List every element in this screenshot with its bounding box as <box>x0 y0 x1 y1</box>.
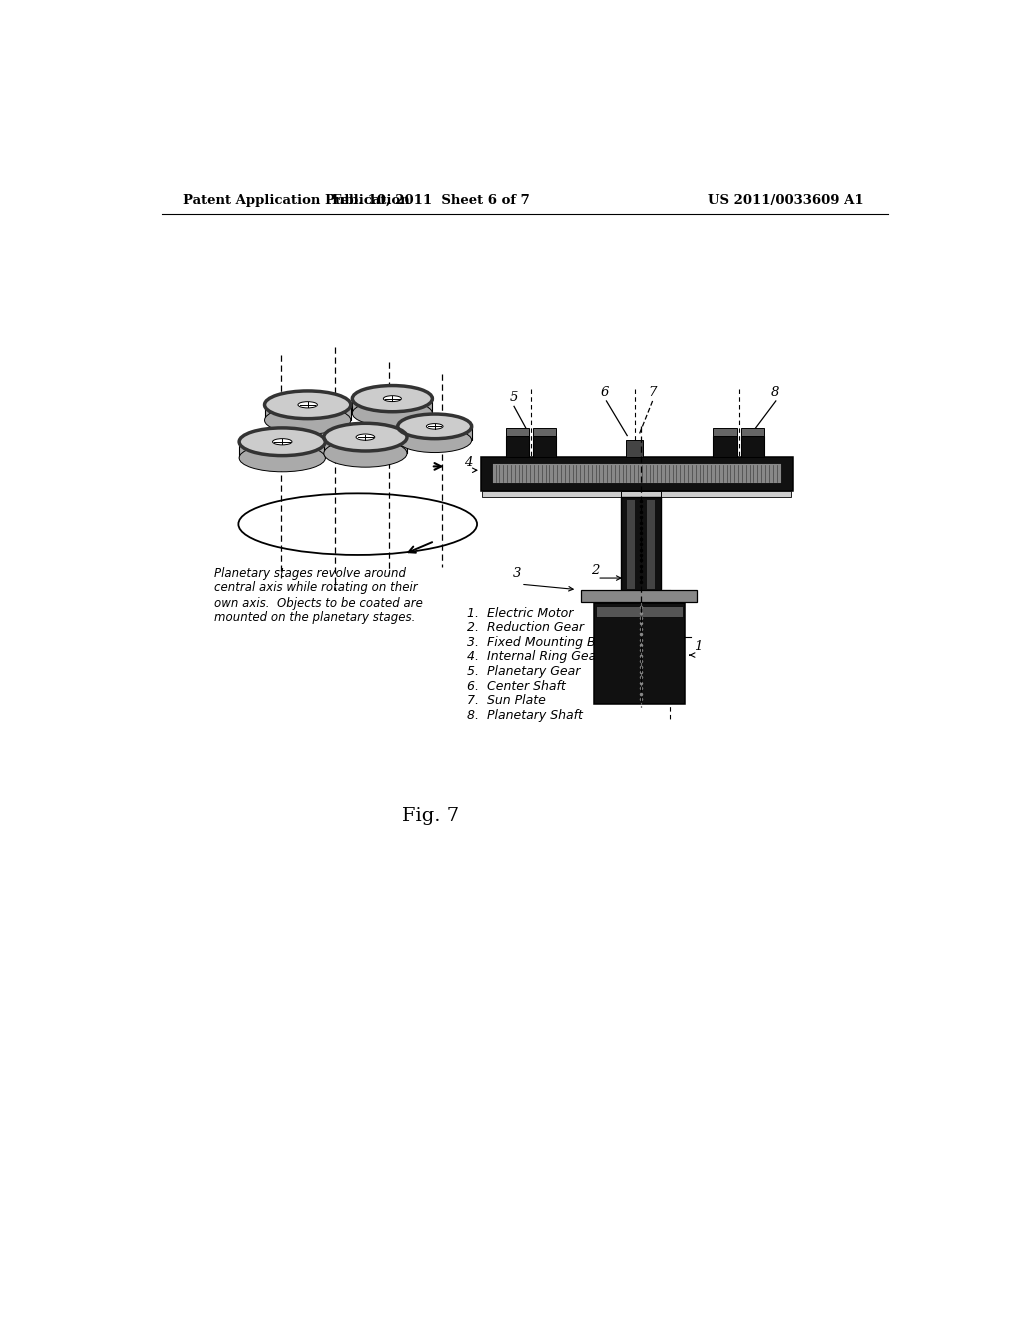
Text: 2: 2 <box>591 564 599 577</box>
Bar <box>506 428 528 436</box>
Bar <box>493 463 781 483</box>
Ellipse shape <box>383 396 401 401</box>
Text: 1: 1 <box>694 640 702 652</box>
Text: 4.  Internal Ring Gear: 4. Internal Ring Gear <box>467 651 601 664</box>
Ellipse shape <box>356 434 375 441</box>
Bar <box>621 498 662 591</box>
Polygon shape <box>324 437 407 453</box>
Text: 8.  Planetary Shaft: 8. Planetary Shaft <box>467 709 583 722</box>
Text: 7.  Sun Plate: 7. Sun Plate <box>467 694 546 708</box>
Polygon shape <box>397 426 472 441</box>
Polygon shape <box>264 405 351 420</box>
Bar <box>627 441 643 457</box>
Bar <box>534 428 556 436</box>
Text: 5.  Planetary Gear: 5. Planetary Gear <box>467 665 581 678</box>
Text: Fig. 7: Fig. 7 <box>402 807 460 825</box>
Text: 1.  Electric Motor: 1. Electric Motor <box>467 607 573 619</box>
Bar <box>506 436 528 457</box>
Ellipse shape <box>298 401 317 408</box>
Text: 2.  Reduction Gear: 2. Reduction Gear <box>467 622 584 634</box>
Text: 7: 7 <box>648 385 656 399</box>
Text: 5: 5 <box>509 391 518 404</box>
Ellipse shape <box>324 440 407 467</box>
Bar <box>741 428 764 436</box>
Text: 4: 4 <box>464 457 472 470</box>
Ellipse shape <box>352 385 432 412</box>
Bar <box>647 499 655 589</box>
Ellipse shape <box>352 400 432 426</box>
Text: Patent Application Publication: Patent Application Publication <box>183 194 410 207</box>
Ellipse shape <box>240 428 326 455</box>
Polygon shape <box>240 442 326 458</box>
Bar <box>482 491 792 498</box>
Bar <box>481 457 793 491</box>
Ellipse shape <box>397 428 472 453</box>
Text: Feb. 10, 2011  Sheet 6 of 7: Feb. 10, 2011 Sheet 6 of 7 <box>332 194 529 207</box>
Bar <box>714 436 736 457</box>
Bar <box>628 499 635 589</box>
Bar <box>594 603 685 704</box>
Ellipse shape <box>426 424 443 429</box>
Text: 3: 3 <box>513 566 521 579</box>
Text: 6: 6 <box>600 385 608 399</box>
Ellipse shape <box>272 438 292 445</box>
Text: 6.  Center Shaft: 6. Center Shaft <box>467 680 566 693</box>
Bar <box>581 590 696 602</box>
Bar <box>741 436 764 457</box>
Text: Planetary stages revolve around
central axis while rotating on their
own axis.  : Planetary stages revolve around central … <box>214 566 423 624</box>
Bar <box>596 606 683 618</box>
Ellipse shape <box>264 407 351 434</box>
Bar <box>534 436 556 457</box>
Polygon shape <box>352 399 432 413</box>
Ellipse shape <box>397 414 472 438</box>
Text: 8: 8 <box>771 385 779 399</box>
Bar <box>714 428 736 436</box>
Bar <box>621 491 662 500</box>
Text: 3.  Fixed Mounting Base: 3. Fixed Mounting Base <box>467 636 617 649</box>
Text: US 2011/0033609 A1: US 2011/0033609 A1 <box>708 194 863 207</box>
Ellipse shape <box>324 424 407 451</box>
Ellipse shape <box>264 391 351 418</box>
Ellipse shape <box>240 444 326 471</box>
